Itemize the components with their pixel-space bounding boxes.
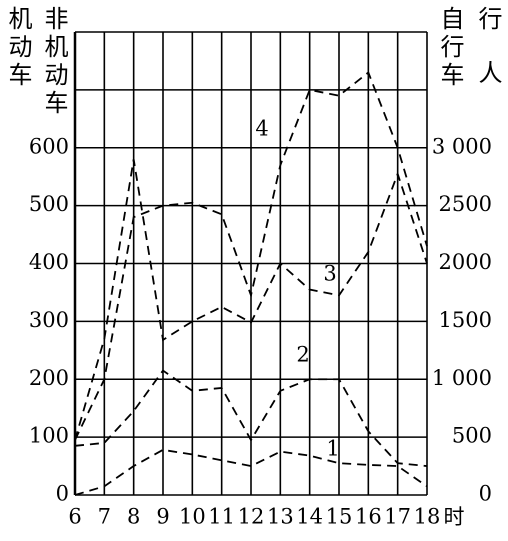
y-tick-label: 400 <box>29 250 69 274</box>
y-tick-label: 100 <box>29 424 69 448</box>
y-tick-label: 0 <box>56 482 69 506</box>
y2-tick-label: 0 <box>479 482 492 506</box>
data-line <box>74 369 428 467</box>
y2-tick-label: 500 <box>452 424 492 448</box>
data-line <box>74 159 428 441</box>
series-label: 3 <box>323 262 336 286</box>
x-tick-label: 8 <box>127 505 140 529</box>
x-tick-label: 10 <box>179 505 206 529</box>
data-line <box>74 71 428 441</box>
y-tick-label: 500 <box>29 192 69 216</box>
x-tick-label: 16 <box>355 505 382 529</box>
y2-axis-label: 自行车 <box>436 6 464 90</box>
y2-tick-label: 3 000 <box>432 134 492 158</box>
x-tick-label: 14 <box>296 505 323 529</box>
x-tick-label: 7 <box>98 505 111 529</box>
y-axis-label: 机动车 <box>4 6 32 90</box>
x-tick-label: 12 <box>238 505 265 529</box>
x-axis-label: 时 <box>444 505 465 529</box>
y2-tick-label: 1500 <box>439 308 492 332</box>
x-tick-label: 18 <box>414 505 441 529</box>
x-tick-label: 6 <box>68 505 81 529</box>
x-tick-label: 11 <box>208 505 235 529</box>
series-label: 4 <box>255 117 268 141</box>
y2-tick-label: 2500 <box>439 192 492 216</box>
x-tick-label: 15 <box>326 505 353 529</box>
y-tick-label: 300 <box>29 308 69 332</box>
y-tick-label: 600 <box>29 134 69 158</box>
series-label: 1 <box>326 437 339 461</box>
y2-tick-label: 2000 <box>439 250 492 274</box>
y-tick-label: 200 <box>29 366 69 390</box>
y-axis-label: 非机动车 <box>40 6 68 118</box>
series-label: 2 <box>296 343 309 367</box>
x-tick-label: 9 <box>156 505 169 529</box>
data-line <box>74 448 428 496</box>
y2-tick-label: 1 000 <box>432 366 492 390</box>
x-tick-label: 13 <box>267 505 294 529</box>
x-tick-label: 17 <box>384 505 411 529</box>
y2-axis-label: 行人 <box>474 6 502 114</box>
